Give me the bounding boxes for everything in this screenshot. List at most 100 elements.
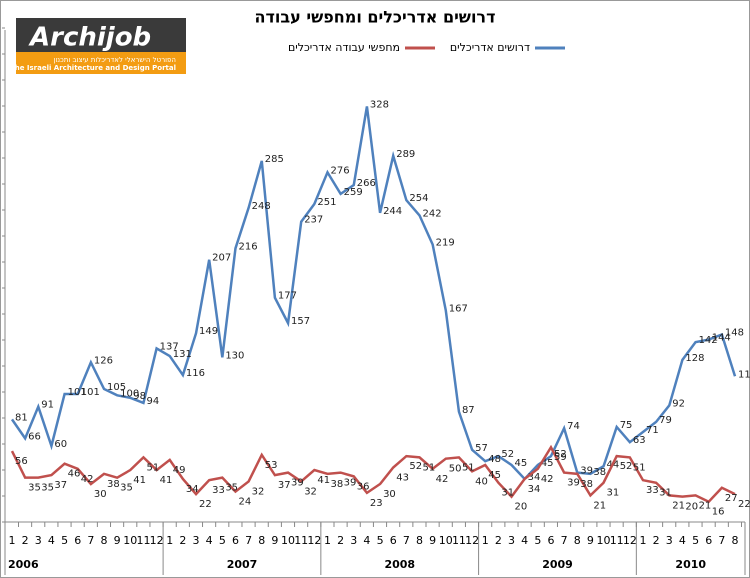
x-tick-label: 5 — [534, 534, 541, 547]
data-label: 53 — [265, 460, 278, 471]
data-label: 34 — [186, 484, 199, 495]
x-tick-label: 3 — [193, 534, 200, 547]
data-label: 42 — [81, 474, 94, 485]
data-label: 57 — [475, 443, 488, 454]
x-tick-label: 2 — [179, 534, 186, 547]
x-tick-label: 2 — [653, 534, 660, 547]
data-label: 20 — [685, 502, 698, 513]
data-label: 60 — [54, 439, 67, 450]
data-label: 41 — [133, 475, 146, 486]
x-tick-label: 7 — [718, 534, 725, 547]
data-label: 126 — [94, 355, 113, 366]
data-label: 254 — [409, 193, 428, 204]
data-label: 248 — [252, 201, 271, 212]
data-label: 157 — [291, 316, 310, 327]
x-tick-label: 8 — [258, 534, 265, 547]
data-label: 21 — [593, 500, 606, 511]
data-label: 328 — [370, 99, 389, 110]
data-label: 45 — [488, 470, 501, 481]
x-tick-label: 6 — [232, 534, 239, 547]
series-line — [10, 106, 737, 481]
data-label: 21 — [672, 500, 685, 511]
data-label: 41 — [317, 475, 330, 486]
x-tick-label: 4 — [521, 534, 528, 547]
data-label: 22 — [199, 499, 212, 510]
x-tick-label: 6 — [390, 534, 397, 547]
data-label: 24 — [238, 497, 251, 508]
x-tick-label: 8 — [101, 534, 108, 547]
data-label: 276 — [330, 165, 349, 176]
x-tick-label: 6 — [705, 534, 712, 547]
data-label: 285 — [265, 154, 284, 165]
x-tick-label: 2 — [495, 534, 502, 547]
data-label: 35 — [41, 483, 54, 494]
data-label: 30 — [94, 489, 107, 500]
x-tick-label: 4 — [206, 534, 213, 547]
data-label: 259 — [344, 187, 363, 198]
data-label: 266 — [357, 178, 376, 189]
chart-title: דרושים אדריכלים ומחפשי עבודה — [255, 8, 496, 27]
data-label: 22 — [738, 499, 750, 510]
x-tick-label: 9 — [114, 534, 121, 547]
data-label: 142 — [699, 335, 718, 346]
x-tick-label: 6 — [74, 534, 81, 547]
data-label: 31 — [501, 488, 514, 499]
data-label: 116 — [186, 368, 205, 379]
data-label: 59 — [554, 452, 567, 463]
data-label: 35 — [28, 483, 41, 494]
data-label: 39 — [291, 478, 304, 489]
data-label: 87 — [462, 405, 475, 416]
x-tick-label: 8 — [416, 534, 423, 547]
x-tick-label: 8 — [574, 534, 581, 547]
data-label: 30 — [383, 489, 396, 500]
x-tick-label: 7 — [87, 534, 94, 547]
x-tick-label: 11 — [294, 534, 308, 547]
x-tick-label: 4 — [679, 534, 686, 547]
data-label: 35 — [120, 483, 133, 494]
data-label: 34 — [528, 472, 541, 483]
logo-tagline: the Israeli Architecture and Design Port… — [11, 64, 176, 72]
data-label: 37 — [54, 480, 67, 491]
data-label: 52 — [409, 461, 422, 472]
data-label: 38 — [107, 479, 120, 490]
data-label: 33 — [212, 485, 225, 496]
data-label: 35 — [225, 483, 238, 494]
x-tick-label: 10 — [281, 534, 295, 547]
x-tick-label: 11 — [610, 534, 624, 547]
data-label: 50 — [449, 464, 462, 475]
data-label: 92 — [672, 398, 685, 409]
data-label: 100 — [120, 388, 139, 399]
data-label: 45 — [541, 458, 554, 469]
data-label: 41 — [160, 475, 173, 486]
data-label: 148 — [725, 327, 744, 338]
year-label: 2007 — [227, 558, 258, 571]
data-label: 48 — [488, 454, 501, 465]
data-label: 75 — [620, 420, 633, 431]
data-label: 251 — [317, 197, 336, 208]
x-tick-label: 5 — [377, 534, 384, 547]
year-label: 2010 — [675, 558, 706, 571]
x-tick-label: 3 — [350, 534, 357, 547]
data-label: 137 — [160, 341, 179, 352]
data-label: 36 — [357, 481, 370, 492]
x-tick-label: 7 — [561, 534, 568, 547]
x-tick-label: 3 — [666, 534, 673, 547]
x-tick-label: 3 — [508, 534, 515, 547]
data-label: 105 — [107, 382, 126, 393]
x-tick-label: 1 — [324, 534, 331, 547]
data-label: 39 — [344, 478, 357, 489]
data-label: 31 — [659, 488, 672, 499]
logo: Archijob הפורטל הישראלי לאדריכלות עיצוב … — [11, 18, 186, 74]
x-tick-label: 7 — [245, 534, 252, 547]
data-label: 144 — [712, 333, 731, 344]
data-label: 66 — [28, 431, 41, 442]
data-label: 94 — [146, 396, 159, 407]
x-tick-label: 4 — [48, 534, 55, 547]
data-label: 38 — [593, 467, 606, 478]
x-tick-label: 8 — [732, 534, 739, 547]
data-label: 244 — [383, 206, 402, 217]
data-label: 51 — [462, 462, 475, 473]
data-label: 74 — [567, 421, 580, 432]
year-label: 2006 — [8, 558, 39, 571]
